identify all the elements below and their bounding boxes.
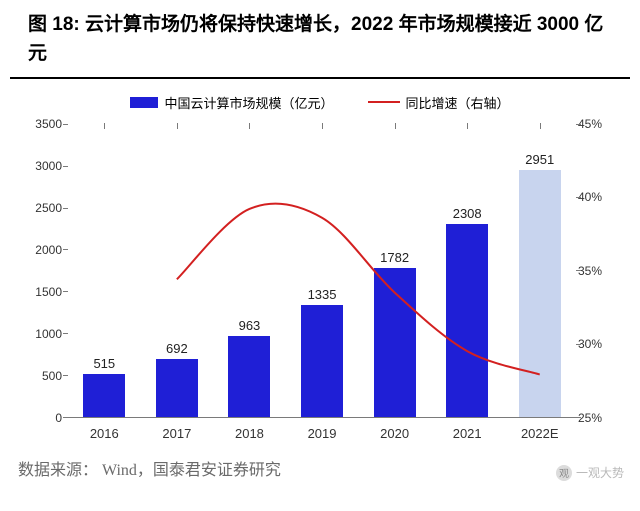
- x-tickmark-icon: [540, 123, 541, 129]
- line-swatch-icon: [368, 101, 400, 103]
- x-tick-label: 2020: [358, 422, 431, 446]
- source-label: 数据来源：: [18, 462, 98, 479]
- source-value: Wind，国泰君安证券研究: [102, 462, 281, 479]
- title-prefix: 图 18:: [28, 14, 80, 35]
- watermark-icon: 观: [556, 465, 572, 481]
- y1-tick: 3000: [18, 159, 68, 173]
- tickmark-left-icon: [63, 333, 68, 334]
- legend-item-line: 同比增速（右轴）: [368, 93, 510, 112]
- legend: 中国云计算市场规模（亿元） 同比增速（右轴）: [0, 93, 640, 112]
- tickmark-left-icon: [63, 375, 68, 376]
- x-tick-label: 2021: [431, 422, 504, 446]
- x-tickmark-icon: [322, 123, 323, 129]
- x-tickmark-icon: [467, 123, 468, 129]
- x-tick-label: 2019: [286, 422, 359, 446]
- tickmark-right-icon: [576, 197, 581, 198]
- tickmark-right-icon: [576, 344, 581, 345]
- watermark: 观 一观大势: [556, 464, 624, 481]
- x-tickmark-icon: [104, 123, 105, 129]
- y1-tick: 1000: [18, 327, 68, 341]
- y1-tick: 0: [18, 411, 68, 425]
- y1-tick: 2500: [18, 201, 68, 215]
- tickmark-right-icon: [576, 124, 581, 125]
- x-tick-label: 2017: [141, 422, 214, 446]
- tickmark-right-icon: [576, 270, 581, 271]
- tickmark-left-icon: [63, 249, 68, 250]
- x-tickmark-icon: [395, 123, 396, 129]
- bar-swatch-icon: [130, 97, 158, 108]
- growth-line: [177, 203, 540, 374]
- x-tickmark-icon: [177, 123, 178, 129]
- plot-region: 5156929631335178223082951: [68, 124, 576, 418]
- tickmark-left-icon: [63, 124, 68, 125]
- tickmark-left-icon: [63, 291, 68, 292]
- x-tick-label: 2022E: [503, 422, 576, 446]
- x-tick-label: 2016: [68, 422, 141, 446]
- y-axis-left: 0500100015002000250030003500: [18, 124, 68, 418]
- source-line: 数据来源： Wind，国泰君安证券研究: [18, 456, 622, 480]
- legend-label-line: 同比增速（右轴）: [406, 93, 510, 112]
- chart-area: 0500100015002000250030003500 25%30%35%40…: [18, 116, 622, 446]
- x-tick-label: 2018: [213, 422, 286, 446]
- tickmark-left-icon: [63, 417, 68, 418]
- figure-title: 图 18: 云计算市场仍将保持快速增长，2022 年市场规模接近 3000 亿元: [28, 10, 612, 69]
- y1-tick: 1500: [18, 285, 68, 299]
- tickmark-left-icon: [63, 166, 68, 167]
- y1-tick: 3500: [18, 117, 68, 131]
- watermark-text: 一观大势: [576, 464, 624, 481]
- y2-tick: 25%: [572, 411, 622, 425]
- figure-title-block: 图 18: 云计算市场仍将保持快速增长，2022 年市场规模接近 3000 亿元: [10, 0, 630, 79]
- y1-tick: 2000: [18, 243, 68, 257]
- line-overlay: [68, 124, 576, 417]
- title-text: 云计算市场仍将保持快速增长，2022 年市场规模接近 3000 亿元: [28, 14, 603, 64]
- legend-item-bars: 中国云计算市场规模（亿元）: [130, 93, 333, 112]
- y1-tick: 500: [18, 369, 68, 383]
- legend-label-bars: 中国云计算市场规模（亿元）: [164, 93, 333, 112]
- tickmark-left-icon: [63, 208, 68, 209]
- tickmark-right-icon: [576, 417, 581, 418]
- x-axis: 2016201720182019202020212022E: [68, 422, 576, 446]
- x-tickmark-icon: [249, 123, 250, 129]
